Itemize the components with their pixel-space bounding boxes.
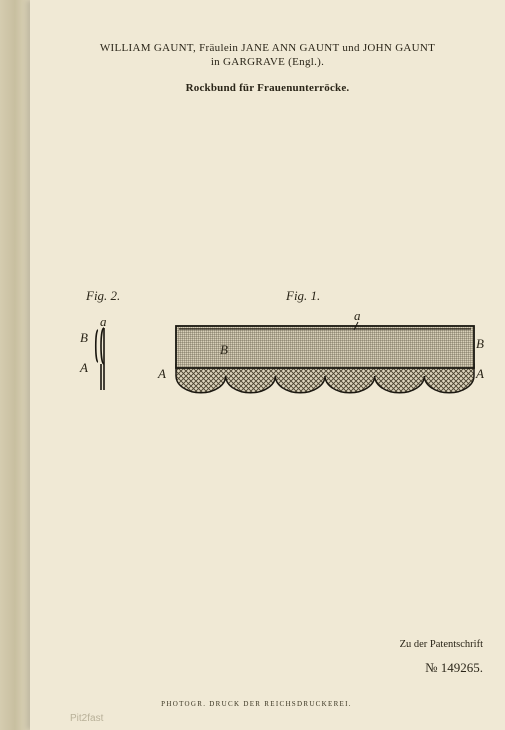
patent-title: Rockbund für Frauenunterröcke.: [60, 82, 475, 94]
book-binding: [0, 0, 30, 730]
patent-number: № 149265.: [30, 660, 483, 676]
footer-area: Zu der Patentschrift № 149265. PHOTOGR. …: [30, 639, 483, 708]
location-line: in GARGRAVE (Engl.).: [60, 56, 475, 68]
ref-label-B: B: [476, 336, 484, 352]
ref-label-A: A: [476, 366, 484, 382]
figures-area: Fig. 2. Fig. 1. B A a a A A B B: [78, 288, 473, 438]
ref-label-B: B: [80, 330, 88, 346]
inventors-line: WILLIAM GAUNT, Fräulein JANE ANN GAUNT u…: [60, 42, 475, 54]
printer-line: PHOTOGR. DRUCK DER REICHSDRUCKEREI.: [30, 700, 483, 708]
ref-label-B: B: [220, 342, 228, 358]
ref-label-A: A: [80, 360, 88, 376]
patent-figures-svg: [78, 288, 498, 438]
ref-label-a: a: [100, 314, 107, 330]
patent-reference-text: Zu der Patentschrift: [30, 639, 483, 650]
fig2-label: Fig. 2.: [86, 288, 120, 304]
fig1-label: Fig. 1.: [286, 288, 320, 304]
watermark: Pit2fast: [70, 713, 103, 724]
ref-label-a: a: [354, 308, 361, 324]
ref-label-A: A: [158, 366, 166, 382]
patent-header: WILLIAM GAUNT, Fräulein JANE ANN GAUNT u…: [30, 0, 505, 94]
patent-page: WILLIAM GAUNT, Fräulein JANE ANN GAUNT u…: [30, 0, 505, 730]
